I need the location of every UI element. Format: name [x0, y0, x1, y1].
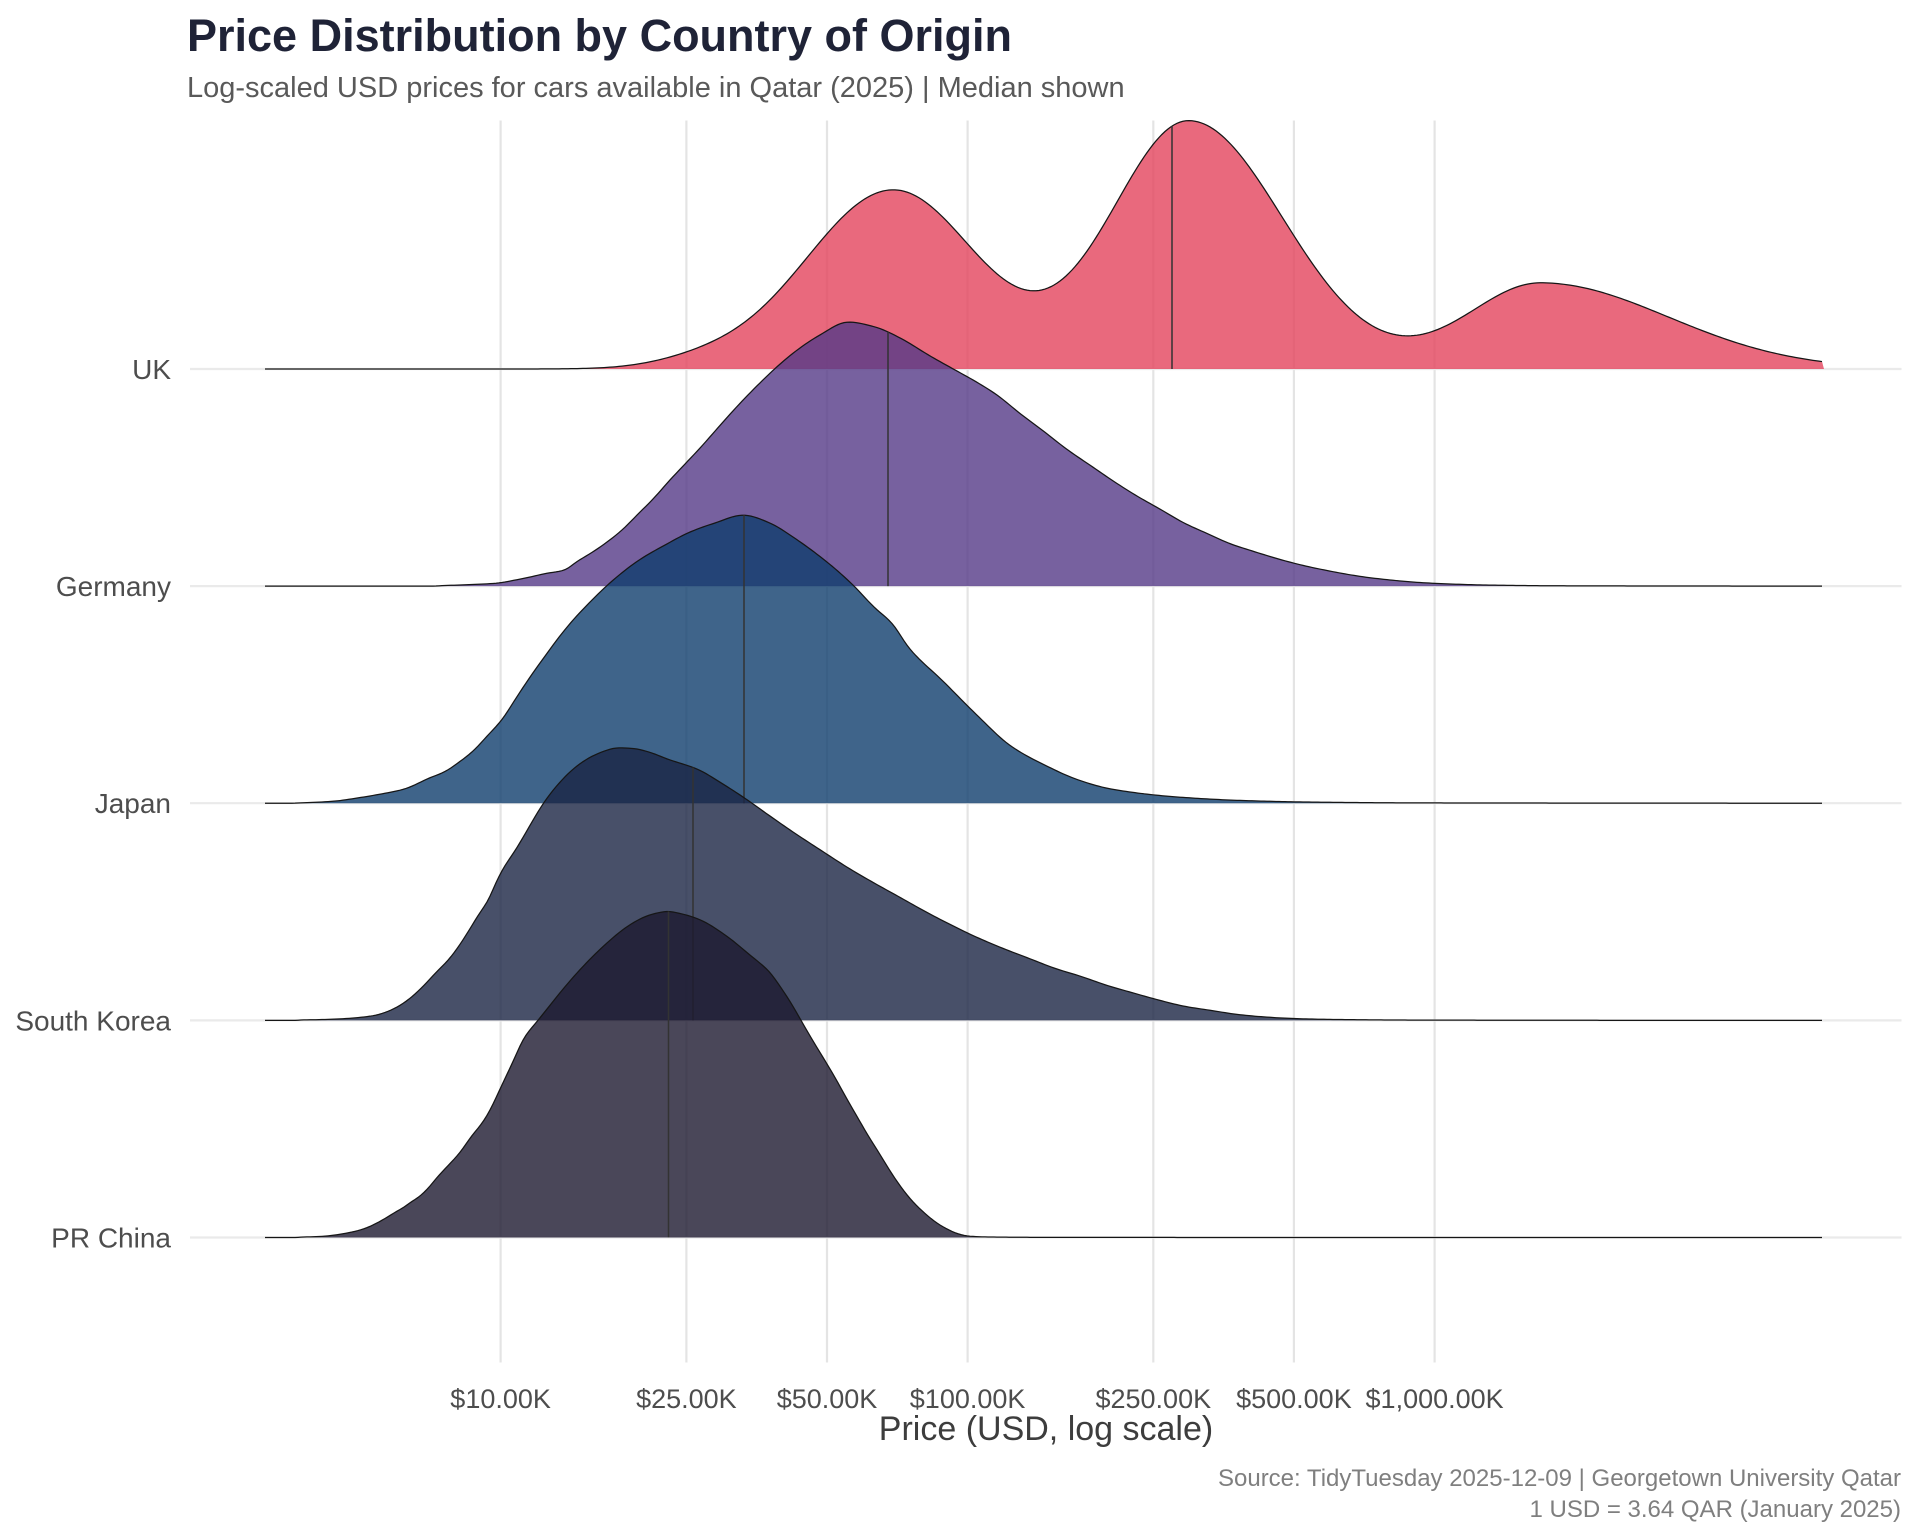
svg-text:UK: UK — [132, 354, 171, 385]
svg-text:Germany: Germany — [56, 571, 171, 602]
svg-text:1 USD = 3.64 QAR (January 2025: 1 USD = 3.64 QAR (January 2025) — [1529, 1496, 1901, 1523]
svg-text:Price Distribution by Country: Price Distribution by Country of Origin — [187, 10, 1012, 61]
svg-text:Source: TidyTuesday 2025-12-09: Source: TidyTuesday 2025-12-09 | Georget… — [1218, 1465, 1901, 1492]
svg-text:Japan: Japan — [95, 788, 171, 819]
svg-text:$250.00K: $250.00K — [1095, 1384, 1211, 1414]
svg-text:$25.00K: $25.00K — [636, 1384, 737, 1414]
svg-text:South Korea: South Korea — [15, 1005, 171, 1036]
svg-text:$50.00K: $50.00K — [777, 1384, 878, 1414]
svg-text:$500.00K: $500.00K — [1236, 1384, 1352, 1414]
svg-text:PR China: PR China — [51, 1223, 171, 1254]
svg-text:$1,000.00K: $1,000.00K — [1366, 1384, 1504, 1414]
svg-text:Price (USD, log scale): Price (USD, log scale) — [879, 1410, 1213, 1448]
svg-text:Log-scaled USD prices for cars: Log-scaled USD prices for cars available… — [187, 72, 1125, 104]
svg-text:$100.00K: $100.00K — [910, 1384, 1026, 1414]
svg-text:$10.00K: $10.00K — [450, 1384, 551, 1414]
